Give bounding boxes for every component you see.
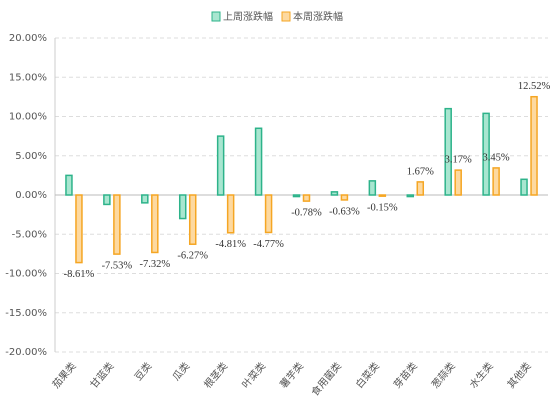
y-tick-label: 20.00%: [9, 33, 47, 44]
bar: [406, 194, 415, 198]
bar: [113, 194, 121, 255]
bar: [492, 167, 500, 196]
value-label: -0.78%: [291, 208, 322, 219]
x-tick-label: 根茎类: [201, 360, 230, 391]
y-tick-label: -5.00%: [12, 229, 47, 240]
value-label: -7.53%: [102, 261, 133, 272]
value-label: -8.61%: [64, 269, 95, 280]
y-tick-label: 15.00%: [9, 72, 47, 83]
x-tick-label: 葱蒜类: [429, 360, 458, 391]
value-label: 3.45%: [483, 152, 510, 163]
x-tick-label: 其他类: [504, 360, 533, 391]
bar: [368, 180, 377, 196]
bar: [330, 191, 339, 196]
bar: [188, 194, 197, 245]
legend-swatch: [211, 11, 221, 22]
x-tick-label: 茄果类: [49, 360, 78, 391]
bar: [302, 194, 311, 202]
value-label: 1.67%: [407, 166, 434, 177]
bar: [254, 127, 263, 196]
legend-label: 上周涨跌幅: [223, 10, 273, 23]
x-tick-label: 豆类: [132, 360, 155, 384]
y-tick-label: -10.00%: [5, 269, 47, 280]
x-tick-label: 薯芋类: [277, 360, 306, 391]
legend-label: 本周涨跌幅: [293, 10, 343, 23]
value-label: -4.81%: [215, 239, 246, 250]
bar: [454, 169, 462, 196]
bar: [482, 112, 490, 196]
value-label: -0.15%: [367, 203, 398, 214]
bar: [264, 194, 273, 234]
bar: [444, 107, 452, 196]
bar: [65, 174, 73, 196]
value-label: 3.17%: [445, 155, 472, 166]
bar: [520, 178, 528, 196]
y-tick-label: 10.00%: [9, 112, 47, 123]
bar: [530, 95, 538, 196]
bar: [103, 194, 111, 206]
y-tick-label: 5.00%: [15, 151, 47, 162]
bar: [416, 181, 425, 196]
value-label: -0.63%: [329, 206, 360, 217]
bar: [378, 194, 387, 197]
x-tick-label: 叶菜类: [239, 360, 268, 391]
value-label: 12.52%: [518, 81, 551, 92]
bar: [75, 194, 83, 264]
x-tick-label: 芽苗类: [391, 360, 420, 391]
y-tick-label: -15.00%: [5, 308, 47, 319]
y-tick-label: 0.00%: [15, 190, 47, 201]
bar: [340, 194, 349, 201]
y-tick-label: -20.00%: [5, 347, 47, 358]
bar: [216, 135, 225, 196]
x-tick-label: 白菜类: [353, 360, 382, 391]
legend-swatch: [281, 11, 291, 22]
bar: [292, 194, 301, 198]
x-tick-label: 甘蓝类: [87, 360, 116, 391]
x-tick-label: 瓜类: [170, 360, 193, 384]
bar: [226, 194, 235, 234]
bar: [178, 194, 187, 220]
value-label: -6.27%: [177, 251, 208, 262]
value-label: -4.77%: [253, 239, 284, 250]
x-tick-label: 食用菌类: [308, 360, 344, 399]
value-label: -7.32%: [139, 259, 170, 270]
bar: [151, 194, 159, 254]
bar: [141, 194, 149, 204]
x-tick-label: 水生类: [466, 360, 495, 391]
